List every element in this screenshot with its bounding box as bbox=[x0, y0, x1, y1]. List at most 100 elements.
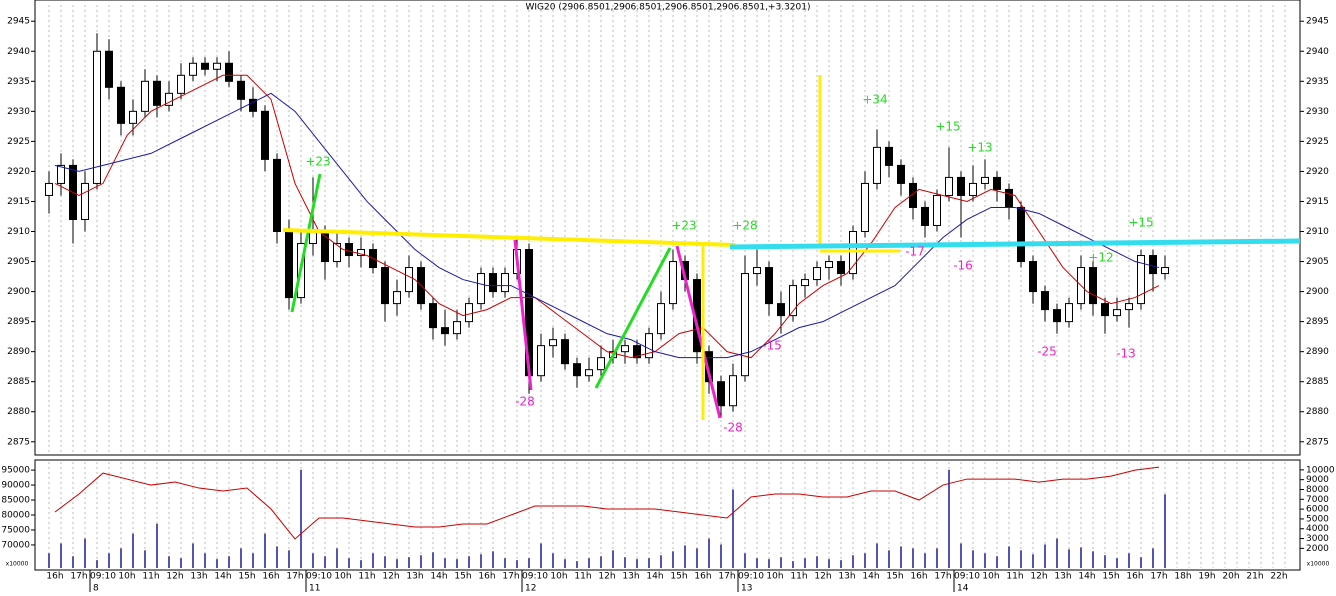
y-tick-label: 75000 bbox=[1, 525, 30, 535]
candle-body bbox=[657, 303, 665, 335]
candle-body bbox=[873, 146, 881, 184]
y-tick-label: 2905 bbox=[7, 257, 30, 267]
x-tick-label: 11h bbox=[1006, 572, 1023, 582]
candle-body bbox=[81, 182, 89, 220]
annotation: -15 bbox=[762, 339, 782, 353]
x-tick-label: 16h bbox=[1126, 572, 1143, 582]
y-tick-label: 2880 bbox=[7, 407, 30, 417]
x-tick-label: 09:10 bbox=[306, 572, 332, 582]
y-tick-label: 85000 bbox=[1, 496, 30, 506]
x-tick-label: 09:10 bbox=[90, 572, 116, 582]
y-tick-label: 2915 bbox=[1306, 197, 1329, 207]
y-tick-label: 2885 bbox=[7, 377, 30, 387]
candle-body bbox=[765, 267, 773, 305]
candle-body bbox=[177, 74, 185, 94]
y-tick-label: 4000 bbox=[1306, 524, 1329, 534]
price-frame bbox=[34, 0, 1301, 456]
y-tick-label: 2900 bbox=[1306, 287, 1329, 297]
x-tick-label: 09:10 bbox=[522, 572, 548, 582]
candle-body bbox=[957, 176, 965, 196]
candle-body bbox=[345, 243, 353, 257]
candle-body bbox=[549, 339, 557, 347]
annotation: +23 bbox=[671, 219, 696, 233]
x-tick-label: 15h bbox=[454, 572, 471, 582]
annotation: -17 bbox=[905, 245, 925, 259]
x-tick-label: 19h bbox=[1198, 572, 1215, 582]
candle-body bbox=[921, 206, 929, 226]
candle-body bbox=[153, 80, 161, 106]
candle-body bbox=[717, 381, 725, 407]
candle-body bbox=[429, 303, 437, 329]
x-tick-label: 17h bbox=[1150, 572, 1167, 582]
x-tick-label: 09:10 bbox=[954, 572, 980, 582]
candle-body bbox=[501, 273, 509, 293]
trend-line bbox=[675, 245, 722, 419]
x-tick-label: 13h bbox=[622, 572, 639, 582]
x-tick-label: 14h bbox=[862, 572, 879, 582]
y-tick-label: 2915 bbox=[7, 197, 30, 207]
candle-body bbox=[1041, 291, 1049, 311]
x-tick-label: 10h bbox=[550, 572, 567, 582]
y-tick-label: 2920 bbox=[7, 167, 30, 177]
y-tick-label: 70000 bbox=[1, 540, 30, 550]
candle-body bbox=[273, 158, 281, 233]
x-tick-label: 14h bbox=[430, 572, 447, 582]
candle-body bbox=[201, 62, 209, 70]
candle-body bbox=[909, 182, 917, 208]
y-tick-label: 2910 bbox=[1306, 227, 1329, 237]
x-tick-label: 21h bbox=[1246, 572, 1263, 582]
candle-body bbox=[1005, 188, 1013, 208]
candle-body bbox=[1149, 255, 1157, 275]
candle-body bbox=[165, 92, 173, 106]
candle-body bbox=[57, 164, 65, 184]
candle-body bbox=[777, 303, 785, 317]
candle-body bbox=[1053, 309, 1061, 323]
x-tick-label: 14h bbox=[214, 572, 231, 582]
candle-body bbox=[489, 273, 497, 293]
x-tick-label: 17h bbox=[502, 572, 519, 582]
y-tick-label: 9000 bbox=[1306, 475, 1329, 485]
y-tick-label: 5000 bbox=[1306, 514, 1329, 524]
candle-body bbox=[633, 345, 641, 359]
candle-body bbox=[1161, 267, 1169, 275]
y-tick-label: 2930 bbox=[7, 107, 30, 117]
x-tick-label: 16h bbox=[46, 572, 63, 582]
date-label: 13 bbox=[741, 584, 752, 593]
y-tick-label: 2935 bbox=[1306, 77, 1329, 87]
candle-body bbox=[945, 176, 953, 196]
candle-body bbox=[849, 231, 857, 275]
x-tick-label: 11h bbox=[142, 572, 159, 582]
candle-body bbox=[453, 321, 461, 335]
y-tick-label: 2925 bbox=[7, 137, 30, 147]
candle-body bbox=[969, 182, 977, 196]
x-tick-label: 13h bbox=[1054, 572, 1071, 582]
x-tick-label: 12h bbox=[1030, 572, 1047, 582]
y-tick-label: 95000 bbox=[1, 466, 30, 476]
candle-body bbox=[93, 50, 101, 184]
x-tick-label: 11h bbox=[358, 572, 375, 582]
candle-body bbox=[441, 327, 449, 335]
candle-body bbox=[1089, 267, 1097, 305]
y-tick-label: 3000 bbox=[1306, 534, 1329, 544]
candle-body bbox=[1029, 261, 1037, 293]
candle-body bbox=[393, 291, 401, 305]
candle-body bbox=[225, 62, 233, 82]
marks: 16h 17h 09:10 10h 11h 12h 13h 14h 15h 16h 17h 09:10… bbox=[1, 17, 1335, 594]
x-tick-label: 13h bbox=[190, 572, 207, 582]
candle-body bbox=[1101, 303, 1109, 317]
level-line bbox=[729, 238, 1301, 250]
y-tick-label: 2940 bbox=[7, 47, 30, 57]
y-tick-label: 2900 bbox=[7, 287, 30, 297]
candle-body bbox=[597, 357, 605, 371]
candle-body bbox=[933, 194, 941, 226]
annotations: +23 -28 +23 +28 -28 -15 +34 +15 +13 -17 … bbox=[305, 93, 1153, 435]
candle-body bbox=[45, 182, 53, 196]
annotation: +34 bbox=[862, 93, 887, 107]
y-tick-label: 7000 bbox=[1306, 495, 1329, 505]
x-tick-label: 20h bbox=[1222, 572, 1239, 582]
x-tick-label: 15h bbox=[886, 572, 903, 582]
candle-body bbox=[705, 351, 713, 383]
candle-body bbox=[1113, 309, 1121, 317]
